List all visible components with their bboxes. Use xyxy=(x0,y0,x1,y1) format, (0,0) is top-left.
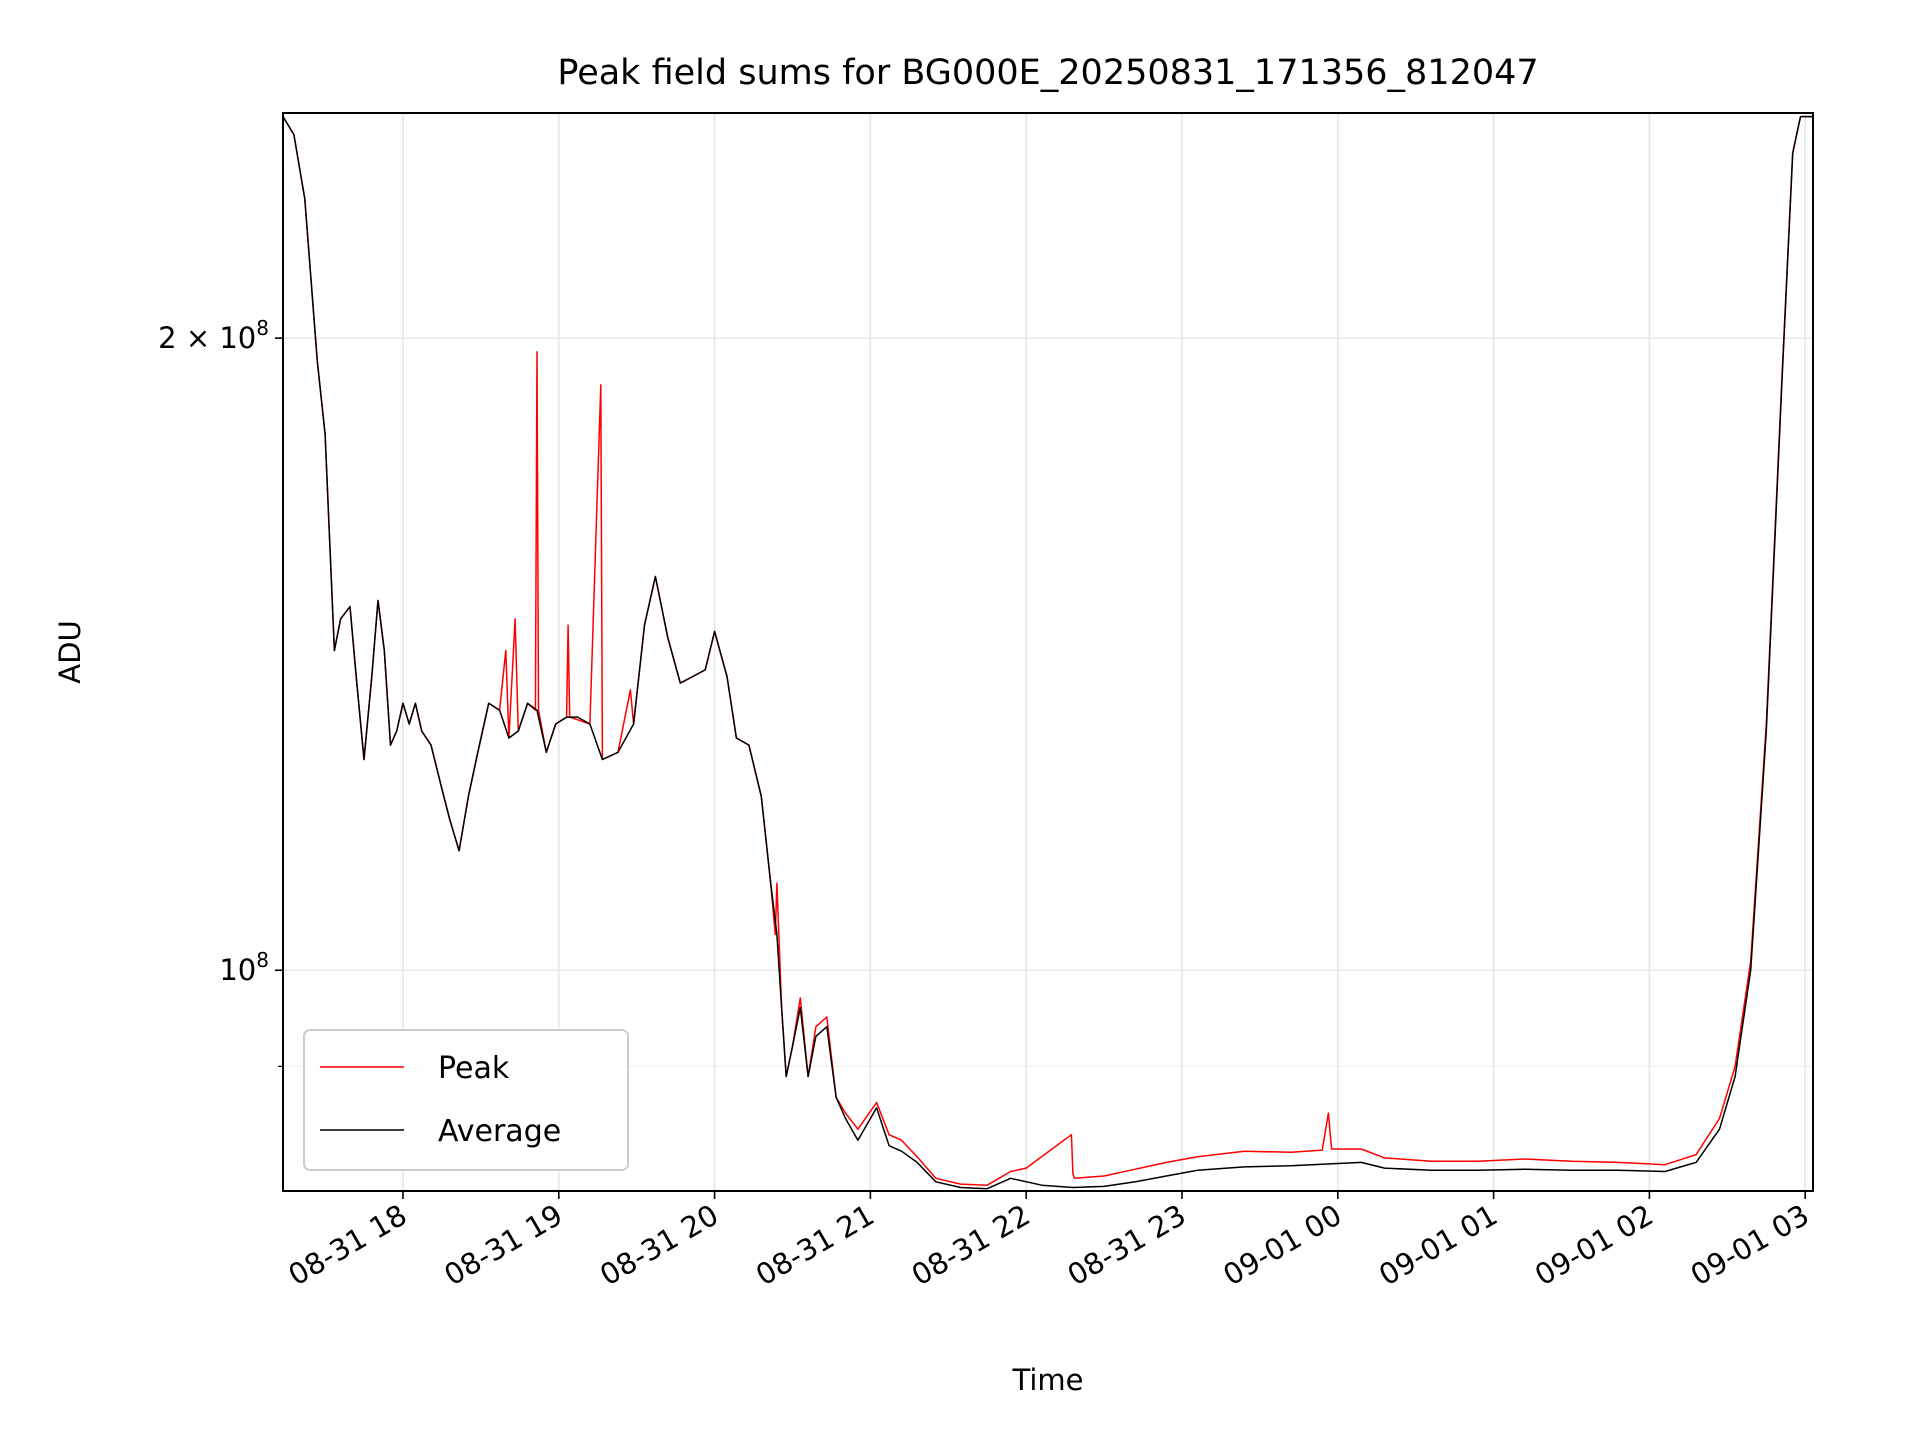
legend-box xyxy=(303,1029,629,1171)
grid xyxy=(283,113,1813,1191)
y-axis-label: ADU xyxy=(53,620,87,683)
x-axis-label: Time xyxy=(1012,1363,1084,1397)
legend: Peak Average xyxy=(303,1029,629,1171)
chart-title: Peak field sums for BG000E_20250831_1713… xyxy=(557,53,1538,93)
plot-frame xyxy=(282,112,1814,1192)
legend-label-average: Average xyxy=(438,1114,561,1149)
series-lines xyxy=(283,115,1813,1190)
series-line-average xyxy=(283,115,1813,1190)
y-tick-label: 2 × 108 xyxy=(158,316,269,355)
legend-label-peak: Peak xyxy=(438,1051,510,1086)
y-tick-label: 108 xyxy=(219,948,269,987)
